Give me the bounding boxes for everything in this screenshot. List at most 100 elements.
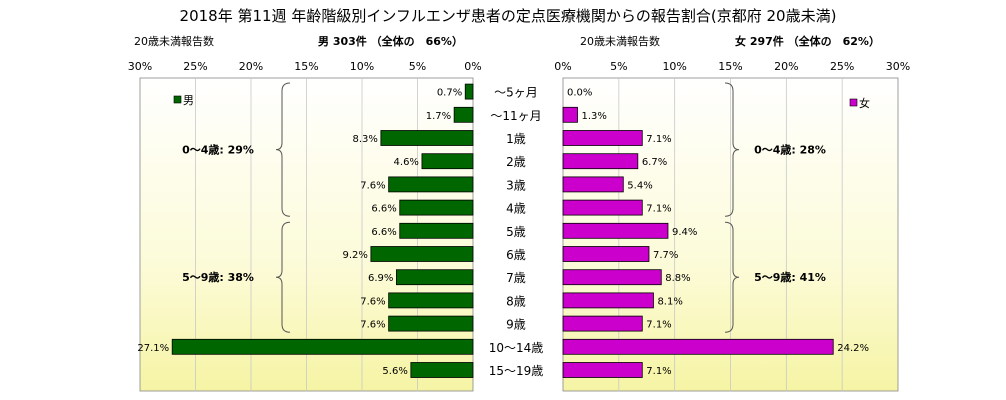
male-data-label: 5.6%	[382, 366, 407, 377]
male-data-label: 6.6%	[371, 227, 396, 238]
female-bar	[562, 199, 643, 216]
female-axis-tick-label: 5%	[610, 60, 627, 73]
age-category-label: 10～14歳	[489, 341, 544, 355]
female-bar	[562, 362, 643, 378]
female-data-label: 6.7%	[642, 157, 667, 168]
age-category-label: 9歳	[506, 318, 526, 332]
male-group-label: 5～9歳: 38%	[182, 270, 254, 284]
female-bar	[562, 222, 669, 239]
age-category-label: 8歳	[506, 294, 526, 308]
female-data-label: 7.1%	[646, 204, 671, 215]
male-header-total: 男 303件 （全体の 66%）	[318, 34, 463, 48]
male-bar	[410, 362, 474, 378]
male-axis-ticks: 30% 25% 20% 15% 10% 5% 0%	[128, 60, 482, 73]
female-bar	[562, 315, 643, 332]
female-axis-tick-label: 25%	[830, 60, 854, 73]
male-data-label: 0.7%	[437, 88, 462, 99]
male-legend-swatch	[173, 95, 182, 104]
male-data-label: 7.6%	[360, 296, 385, 307]
female-bar	[562, 246, 650, 262]
male-bars: 0.7% 1.7% 8.3% 4.6% 7.6% 6.6% 6.6% 9.2% 6.9% 7.6%…	[137, 83, 474, 378]
female-data-label: 7.1%	[646, 366, 671, 377]
male-axis-tick-label: 25%	[183, 60, 207, 73]
male-data-label: 4.6%	[394, 157, 419, 168]
female-data-label: 8.1%	[657, 296, 682, 307]
female-data-label: 0.0%	[567, 88, 592, 99]
male-axis-tick-label: 15%	[294, 60, 318, 73]
male-data-label: 6.9%	[368, 273, 393, 284]
female-bar	[562, 130, 643, 146]
age-category-label: ～11ヶ月	[490, 109, 541, 123]
female-legend: 女	[849, 96, 870, 110]
male-data-label: 6.6%	[371, 204, 396, 215]
male-bar	[399, 222, 474, 239]
female-axis-ticks: 0% 5% 10% 15% 20% 25% 30%	[554, 60, 910, 73]
age-category-label: 6歳	[506, 248, 526, 262]
age-category-label: 3歳	[506, 178, 526, 192]
male-data-label: 7.6%	[360, 320, 385, 331]
male-bar	[171, 338, 474, 355]
age-category-label: 2歳	[506, 155, 526, 169]
male-bar	[380, 130, 474, 146]
male-header-count-label: 20歳未満報告数	[134, 35, 214, 48]
male-group-bracket	[275, 82, 291, 217]
age-category-label: 1歳	[506, 132, 526, 146]
male-bar	[370, 246, 474, 262]
age-category-label: 7歳	[506, 271, 526, 285]
female-bar	[562, 176, 624, 193]
female-axis-tick-label: 10%	[662, 60, 686, 73]
male-bar	[399, 199, 474, 216]
male-data-label: 1.7%	[426, 111, 451, 122]
female-bars: 0.0% 1.3% 7.1% 6.7% 5.4% 7.1% 9.4% 7.7% 8.8% 8.1%…	[562, 88, 869, 378]
female-data-label: 24.2%	[837, 343, 869, 354]
male-data-label: 7.6%	[360, 180, 385, 191]
male-data-label: 9.2%	[342, 250, 367, 261]
female-legend-swatch	[849, 98, 858, 107]
age-category-label: 4歳	[506, 202, 526, 216]
age-category-labels: ～5ヶ月 ～11ヶ月 1歳 2歳 3歳 4歳 5歳 6歳 7歳 8歳 9歳 10～14歳 15～19歳	[489, 86, 544, 378]
male-data-label: 8.3%	[352, 134, 377, 145]
female-axis-tick-label: 20%	[774, 60, 798, 73]
male-axis-tick-label: 30%	[128, 60, 152, 73]
female-legend-label: 女	[859, 96, 870, 110]
female-bar	[562, 153, 639, 170]
male-axis-tick-label: 0%	[464, 60, 481, 73]
female-group-label: 5～9歳: 41%	[754, 270, 826, 284]
male-bar	[396, 269, 474, 286]
male-bar	[464, 83, 474, 100]
female-data-label: 1.3%	[582, 111, 607, 122]
female-data-label: 5.4%	[627, 180, 652, 191]
age-category-label: 15～19歳	[489, 364, 544, 378]
male-axis-tick-label: 10%	[350, 60, 374, 73]
male-legend-label: 男	[183, 94, 194, 107]
male-axis-tick-label: 5%	[409, 60, 426, 73]
female-data-label: 8.8%	[665, 273, 690, 284]
female-bar	[562, 106, 578, 123]
female-data-label: 9.4%	[672, 227, 697, 238]
male-data-label: 27.1%	[137, 343, 169, 354]
female-group-bracket	[724, 221, 740, 333]
male-bar	[453, 106, 474, 123]
female-data-label: 7.1%	[646, 134, 671, 145]
male-group-label: 0～4歳: 29%	[182, 143, 254, 157]
male-bar	[421, 153, 474, 170]
female-axis-tick-label: 0%	[554, 60, 571, 73]
female-group-bracket	[724, 82, 740, 217]
female-bar	[562, 269, 662, 286]
female-data-label: 7.7%	[653, 250, 678, 261]
male-axis-tick-label: 20%	[239, 60, 263, 73]
female-group-label: 0～4歳: 28%	[754, 143, 826, 157]
male-bar	[388, 292, 474, 309]
male-bar	[388, 315, 474, 332]
age-group-brackets: 0～4歳: 29% 5～9歳: 38% 0～4歳: 28% 5～9歳: 41%	[182, 82, 826, 333]
age-category-label: ～5ヶ月	[494, 86, 538, 100]
female-data-label: 7.1%	[646, 320, 671, 331]
female-bar	[562, 292, 654, 309]
male-group-bracket	[275, 221, 291, 333]
age-category-label: 5歳	[506, 225, 526, 239]
female-bar	[562, 338, 834, 355]
female-header-count-label: 20歳未満報告数	[580, 35, 660, 48]
chart-title: 2018年 第11週 年齢階級別インフルエンザ患者の定点医療機関からの報告割合(…	[180, 7, 837, 25]
female-axis-tick-label: 15%	[718, 60, 742, 73]
